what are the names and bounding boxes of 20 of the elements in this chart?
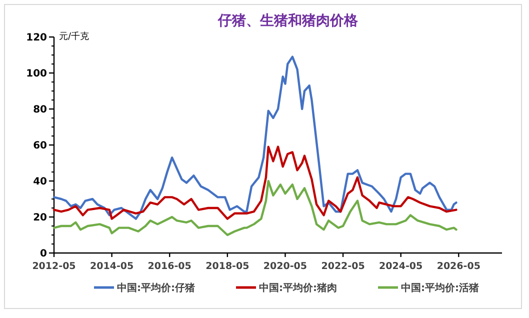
y-axis-title: 元/千克 (59, 31, 90, 42)
chart-title: 仔猪、生猪和猪肉价格 (217, 13, 359, 29)
y-tick-label: 0 (40, 248, 48, 260)
legend-label: 中国:平均价:猪肉 (259, 282, 337, 294)
legend-label: 中国:平均价:仔猪 (117, 282, 195, 294)
legend-label: 中国:平均价:活猪 (401, 282, 479, 294)
x-tick-label: 2016-05 (148, 261, 192, 272)
y-tick-label: 20 (33, 212, 48, 224)
x-tick-label: 2022-05 (321, 261, 365, 272)
y-tick-label: 40 (33, 176, 48, 188)
y-tick-label: 120 (26, 32, 48, 44)
x-tick-label: 2020-05 (263, 261, 308, 272)
y-tick-label: 60 (33, 140, 48, 152)
x-tick-label: 2018-05 (206, 261, 250, 272)
x-tick-label: 2014-05 (90, 261, 134, 272)
x-tick-label: 2026-05 (436, 261, 480, 272)
x-tick-label: 2024-05 (379, 261, 423, 272)
y-tick-label: 80 (33, 104, 48, 116)
x-tick-label: 2012-05 (32, 261, 76, 272)
y-tick-label: 100 (26, 68, 48, 80)
